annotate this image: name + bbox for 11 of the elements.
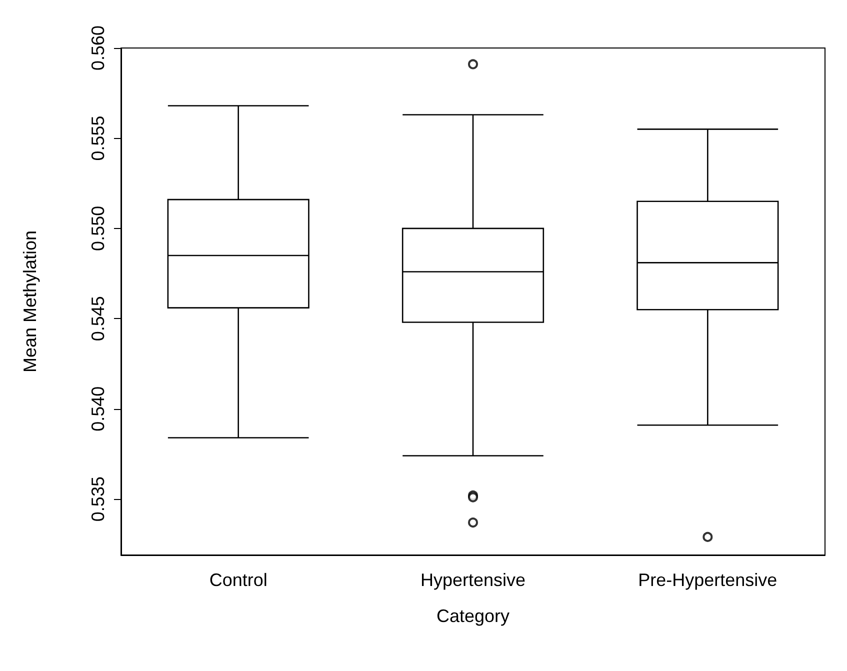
y-tick-label: 0.550 bbox=[88, 206, 108, 251]
x-tick-label: Pre-Hypertensive bbox=[638, 570, 778, 590]
x-axis-title: Category bbox=[436, 606, 510, 626]
y-tick-label: 0.545 bbox=[88, 296, 108, 342]
y-tick-label: 0.560 bbox=[88, 25, 108, 71]
y-tick-label: 0.540 bbox=[88, 386, 108, 432]
x-tick-label: Control bbox=[209, 570, 268, 590]
y-tick-label: 0.555 bbox=[88, 116, 108, 161]
x-tick-label: Hypertensive bbox=[420, 570, 526, 590]
y-axis-title: Mean Methylation bbox=[20, 230, 40, 373]
y-tick-label: 0.535 bbox=[88, 476, 108, 522]
